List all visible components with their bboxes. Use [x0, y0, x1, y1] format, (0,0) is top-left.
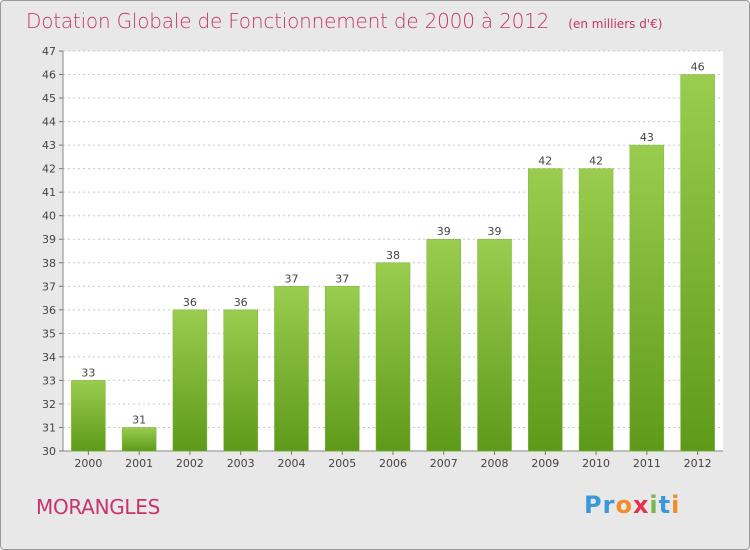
x-tick-label: 2010 — [582, 457, 610, 470]
bar-value-label: 36 — [234, 296, 248, 309]
bar-value-label: 42 — [589, 155, 603, 168]
bar-value-label: 43 — [640, 131, 654, 144]
bar — [223, 309, 258, 452]
bar-value-label: 39 — [488, 225, 502, 238]
x-tick-label: 2005 — [328, 457, 356, 470]
plot-area: 30 31 32 33 34 35 36 37 38 39 40 41 42 43 44 45 46 47 33 20… — [42, 45, 723, 470]
x-tick-label: 2009 — [531, 457, 559, 470]
y-tick-label: 30 — [42, 445, 56, 458]
x-tick-label: 2001 — [125, 457, 153, 470]
y-tick-label: 36 — [42, 304, 56, 317]
bar — [477, 238, 512, 452]
y-tick-label: 45 — [42, 92, 56, 105]
x-tick-label: 2003 — [227, 457, 255, 470]
y-tick-label: 47 — [42, 45, 56, 58]
bar — [121, 427, 157, 452]
logo-letter: i — [649, 491, 659, 519]
logo-letter: i — [671, 491, 681, 519]
logo-letter: t — [658, 491, 672, 519]
bar — [172, 309, 208, 452]
chart-title: Dotation Globale de Fonctionnement de 20… — [26, 9, 550, 33]
bar-value-label: 42 — [538, 155, 552, 168]
bar — [426, 238, 462, 452]
x-tick-label: 2007 — [430, 457, 458, 470]
y-tick-label: 38 — [42, 257, 56, 270]
x-tick-label: 2000 — [74, 457, 102, 470]
commune-name: MORANGLES — [36, 495, 160, 519]
bar-value-label: 37 — [284, 272, 298, 285]
y-tick-label: 35 — [42, 327, 56, 340]
x-tick-label: 2008 — [481, 457, 509, 470]
bar — [324, 286, 360, 452]
y-tick-label: 42 — [42, 163, 56, 176]
bar-value-label: 46 — [691, 61, 705, 74]
logo-letter: P — [584, 491, 603, 519]
bar — [528, 168, 563, 452]
x-tick-label: 2012 — [684, 457, 712, 470]
bar-value-label: 33 — [81, 366, 95, 379]
title-row: Dotation Globale de Fonctionnement de 20… — [26, 9, 662, 33]
y-tick-label: 32 — [42, 398, 56, 411]
x-tick-label: 2002 — [176, 457, 204, 470]
x-tick-label: 2011 — [633, 457, 661, 470]
bar — [274, 286, 309, 452]
bar — [578, 168, 614, 452]
logo-letter: r — [602, 491, 616, 519]
proxiti-logo[interactable]: Proxiti — [584, 491, 680, 519]
y-tick-label: 46 — [42, 69, 56, 82]
y-tick-label: 44 — [42, 116, 56, 129]
y-tick-label: 33 — [42, 374, 56, 387]
bar — [680, 74, 715, 452]
logo-letter: x — [632, 491, 650, 519]
bar-value-label: 38 — [386, 249, 400, 262]
y-tick-label: 37 — [42, 280, 56, 293]
chart-unit-note: (en milliers d'€) — [568, 17, 663, 31]
bar-value-label: 31 — [132, 413, 146, 426]
bar — [71, 380, 106, 452]
y-tick-label: 40 — [42, 210, 56, 223]
y-tick-label: 34 — [42, 351, 56, 364]
y-tick-label: 31 — [42, 421, 56, 434]
bar-value-label: 36 — [183, 296, 197, 309]
y-tick-label: 43 — [42, 139, 56, 152]
bar-value-label: 37 — [335, 272, 349, 285]
logo-letter: o — [615, 491, 633, 519]
x-tick-label: 2006 — [379, 457, 407, 470]
y-tick-label: 39 — [42, 233, 56, 246]
x-tick-label: 2004 — [277, 457, 305, 470]
bar — [629, 144, 665, 452]
bar-value-label: 39 — [437, 225, 451, 238]
bar — [375, 262, 411, 452]
y-tick-label: 41 — [42, 186, 56, 199]
